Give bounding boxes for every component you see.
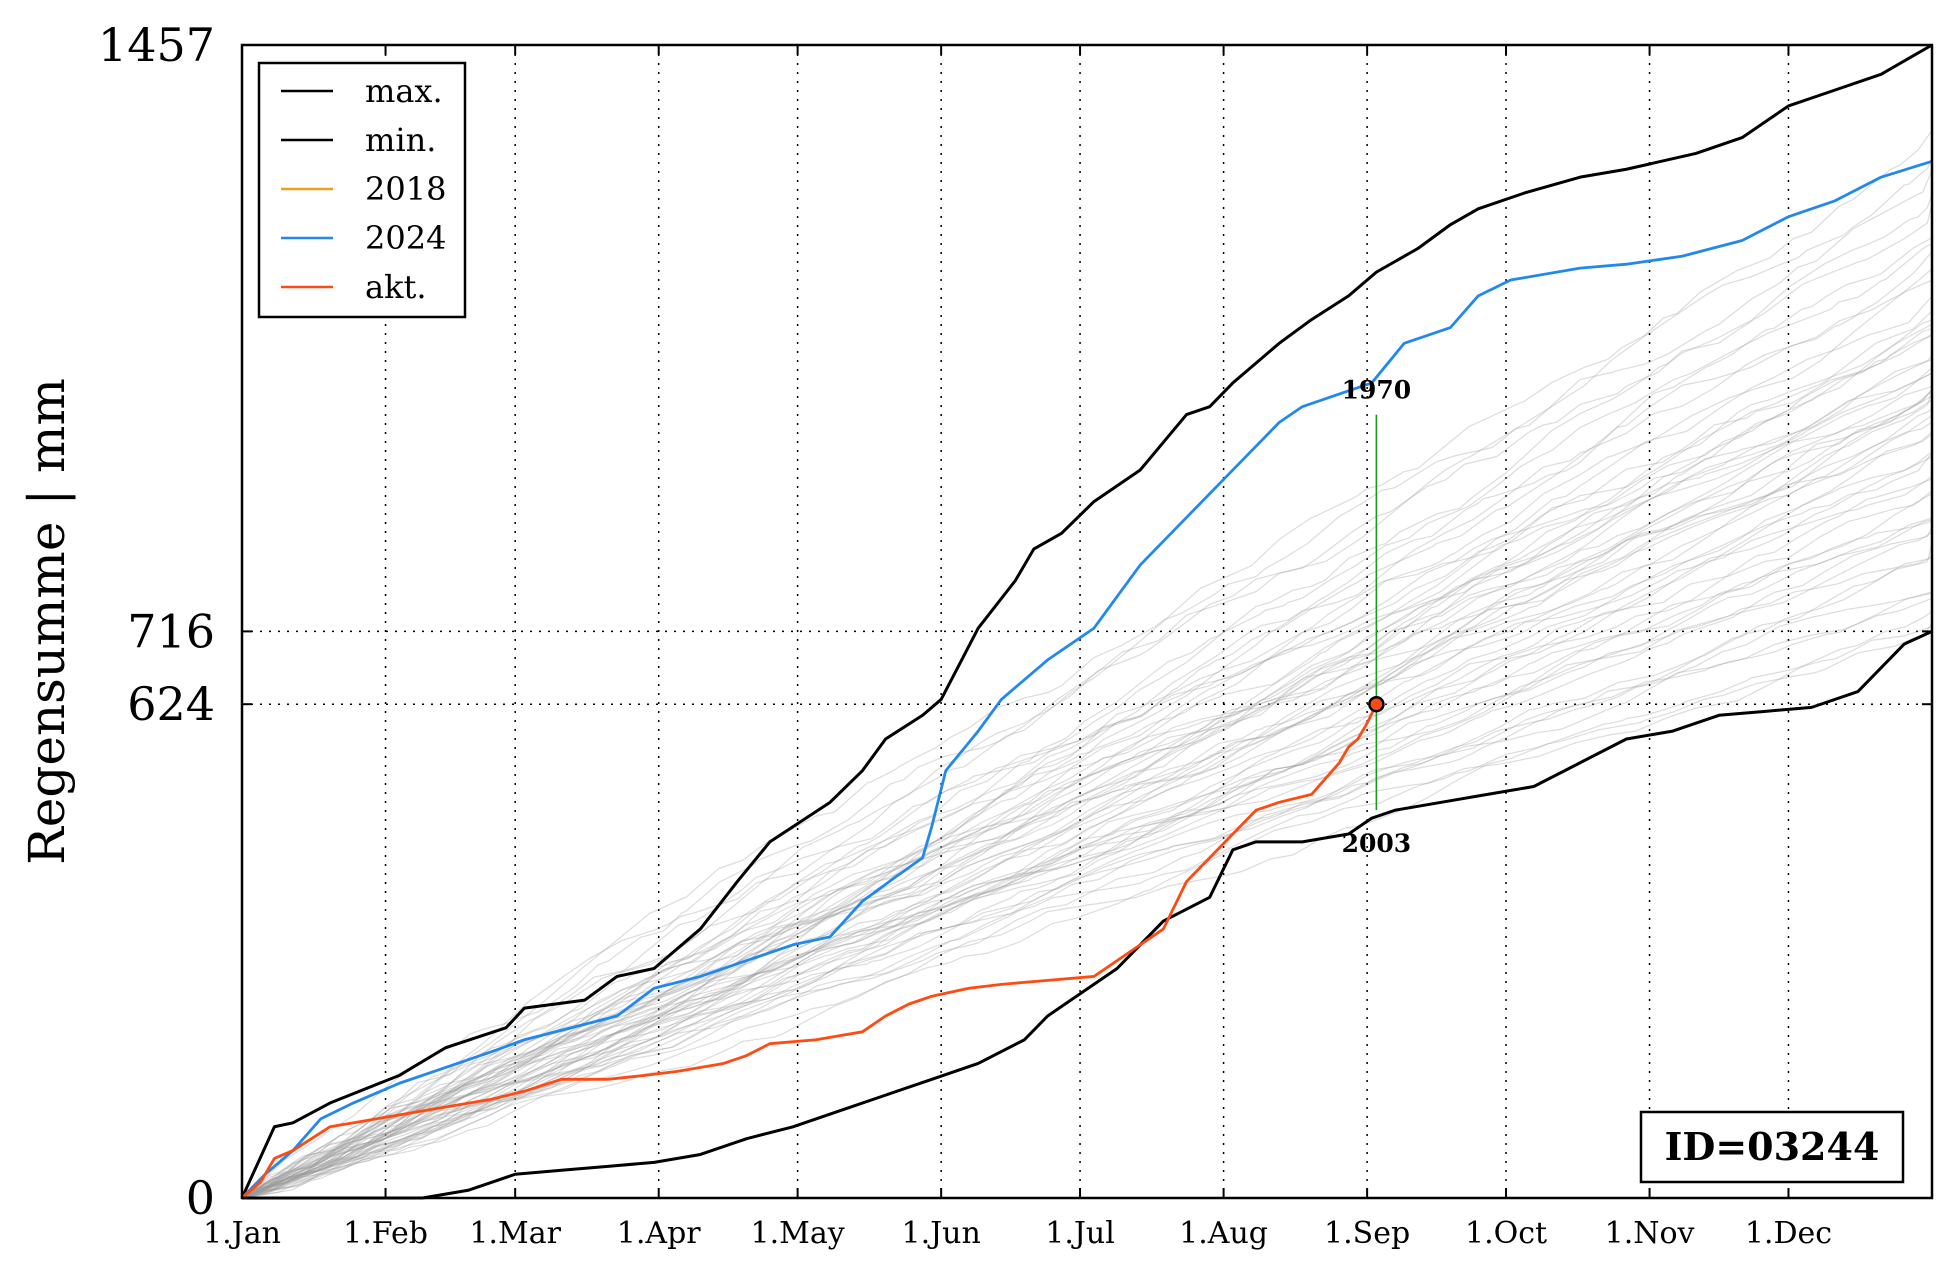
year-curve <box>241 295 1933 1199</box>
year-curve <box>241 237 1933 1199</box>
year-curve <box>241 243 1933 1199</box>
year-curve <box>241 367 1933 1199</box>
year-curve <box>241 517 1933 1199</box>
x-tick-label: 1.Feb <box>343 1216 428 1251</box>
series-line-max <box>240 43 1933 1199</box>
year-curve <box>241 521 1933 1199</box>
x-tick-label: 1.Nov <box>1605 1216 1695 1251</box>
year-curve <box>241 493 1933 1199</box>
year-curve <box>241 476 1933 1199</box>
legend-label: max. <box>365 72 443 110</box>
year-curve <box>241 372 1933 1199</box>
year-curve <box>241 388 1933 1199</box>
year-curve <box>241 390 1933 1199</box>
year-curve <box>241 408 1933 1199</box>
year-curve <box>241 328 1933 1199</box>
year-curve <box>241 204 1933 1199</box>
axis-ticks: 1.Jan 1.Feb 1.Mar 1.Apr 1.May 1.Jun 1.Jul 1.Aug… <box>98 18 1932 1251</box>
x-tick-label: 1.Oct <box>1465 1216 1547 1251</box>
year-curve <box>241 556 1933 1199</box>
year-curve <box>241 623 1933 1199</box>
year-curve <box>241 592 1933 1199</box>
year-curve <box>241 310 1933 1199</box>
series-line-2024 <box>240 159 1933 1199</box>
y-tick-label: 624 <box>127 677 215 731</box>
x-tick-label: 1.Aug <box>1179 1216 1268 1251</box>
annotation-max-year: 1970 <box>1342 376 1412 405</box>
year-curve <box>241 391 1933 1199</box>
legend-label: min. <box>365 121 436 159</box>
x-tick-label: 1.Sep <box>1324 1216 1410 1251</box>
y-tick-label: 1457 <box>98 18 215 72</box>
plot-frame <box>240 43 1934 1200</box>
year-curve <box>241 478 1933 1199</box>
year-curve <box>241 626 1933 1199</box>
year-curve <box>241 390 1933 1199</box>
year-curve <box>241 323 1933 1199</box>
x-tick-label: 1.Jul <box>1045 1216 1115 1251</box>
year-curve <box>241 399 1933 1199</box>
current-value-marker <box>1368 695 1385 713</box>
year-curve <box>241 451 1933 1199</box>
id-box-frame <box>1639 1110 1905 1184</box>
year-curve <box>241 455 1933 1199</box>
y-axis-label: Regensumme | mm <box>18 378 76 865</box>
year-curve <box>241 421 1933 1199</box>
year-curve <box>241 452 1933 1199</box>
year-curve <box>241 251 1933 1199</box>
year-curve <box>241 395 1933 1199</box>
year-curve <box>241 526 1933 1199</box>
series-line-min <box>242 630 1933 1200</box>
year-curve <box>241 597 1933 1199</box>
year-curve <box>241 433 1933 1199</box>
legend-label: akt. <box>365 268 427 306</box>
background-year-lines <box>241 130 1933 1199</box>
year-curve <box>241 519 1933 1199</box>
year-curve <box>241 268 1933 1199</box>
year-curve <box>241 385 1933 1199</box>
station-id-box: ID=03244 <box>1639 1110 1905 1184</box>
y-tick-label: 0 <box>186 1171 215 1225</box>
legend-label: 2024 <box>365 219 446 257</box>
year-curve <box>241 431 1933 1199</box>
x-tick-label: 1.Dec <box>1745 1216 1832 1251</box>
y-tick-label: 716 <box>127 604 215 658</box>
year-curve <box>241 591 1933 1199</box>
x-tick-label: 1.Jun <box>902 1216 981 1251</box>
annotation-min-year: 2003 <box>1342 829 1412 858</box>
grid <box>241 45 1932 1198</box>
legend-label: 2018 <box>365 170 446 208</box>
series-line-akt <box>241 703 1378 1200</box>
year-curve <box>241 130 1933 1199</box>
year-curve <box>241 359 1933 1199</box>
legend: max. min. 2018 2024 akt. <box>257 61 467 319</box>
year-curve <box>241 554 1933 1199</box>
year-curve <box>241 279 1933 1199</box>
x-tick-label: 1.May <box>751 1216 845 1251</box>
x-tick-label: 1.Jan <box>203 1216 281 1251</box>
x-tick-label: 1.Apr <box>617 1216 701 1251</box>
year-curve <box>241 319 1933 1199</box>
year-curve <box>241 372 1933 1199</box>
station-id-text: ID=03244 <box>1665 1124 1880 1169</box>
annotations: 1970 2003 <box>1342 376 1412 859</box>
series-lines <box>240 43 1933 1200</box>
year-curve <box>241 415 1933 1199</box>
x-tick-label: 1.Mar <box>469 1216 561 1251</box>
year-curve <box>241 169 1933 1199</box>
year-curve <box>241 355 1933 1199</box>
year-curve <box>241 159 1933 1199</box>
